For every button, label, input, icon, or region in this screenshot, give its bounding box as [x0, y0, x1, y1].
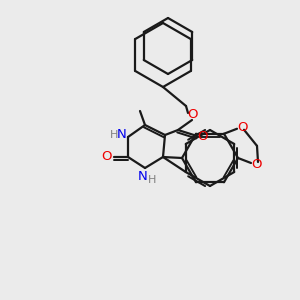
Text: O: O: [237, 121, 247, 134]
Text: N: N: [138, 169, 148, 182]
Text: O: O: [188, 109, 198, 122]
Text: O: O: [101, 151, 111, 164]
Text: H: H: [110, 130, 118, 140]
Text: H: H: [148, 175, 156, 185]
Text: N: N: [117, 128, 127, 142]
Text: O: O: [251, 158, 261, 170]
Text: O: O: [198, 130, 208, 143]
